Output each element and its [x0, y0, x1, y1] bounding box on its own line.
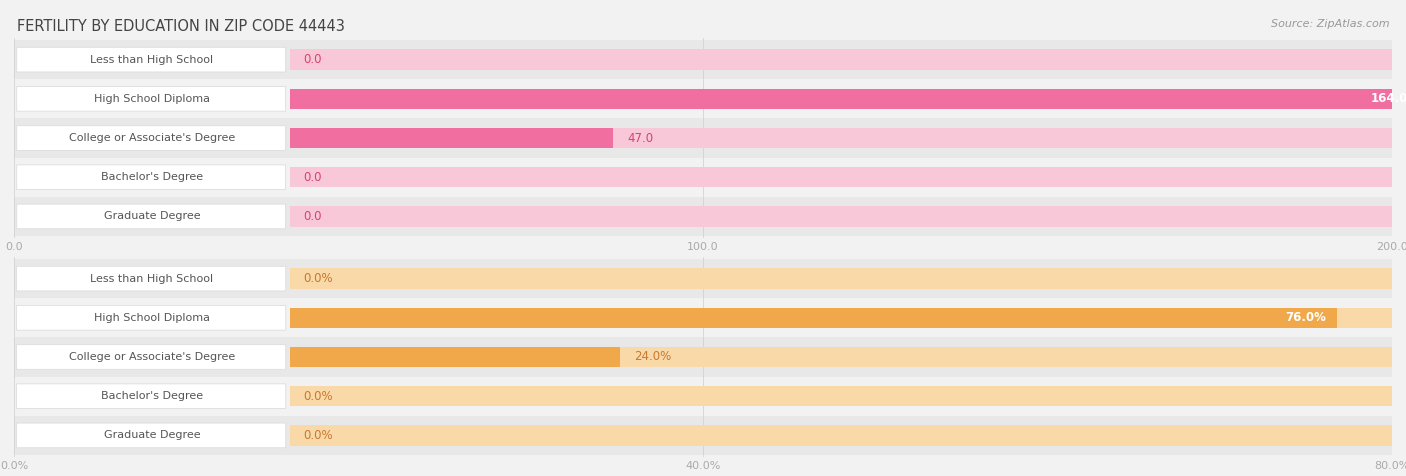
Text: High School Diploma: High School Diploma	[94, 94, 209, 104]
Bar	[290, 425, 1392, 446]
Text: College or Associate's Degree: College or Associate's Degree	[69, 133, 235, 143]
Bar	[290, 128, 1392, 148]
Text: 0.0%: 0.0%	[304, 390, 333, 403]
Text: Less than High School: Less than High School	[90, 55, 214, 65]
Bar	[0, 298, 1406, 337]
Text: FERTILITY BY EDUCATION IN ZIP CODE 44443: FERTILITY BY EDUCATION IN ZIP CODE 44443	[17, 19, 344, 34]
Text: Graduate Degree: Graduate Degree	[104, 430, 200, 440]
Bar	[0, 40, 1406, 79]
Bar	[290, 347, 1392, 367]
Bar	[290, 206, 1392, 227]
Bar	[290, 347, 620, 367]
Bar	[290, 307, 1392, 328]
Text: 0.0: 0.0	[304, 53, 322, 66]
Bar	[0, 79, 1406, 119]
Text: High School Diploma: High School Diploma	[94, 313, 209, 323]
Text: 0.0%: 0.0%	[304, 429, 333, 442]
Text: Less than High School: Less than High School	[90, 274, 214, 284]
Bar	[290, 167, 1392, 188]
FancyBboxPatch shape	[17, 384, 285, 408]
FancyBboxPatch shape	[17, 126, 285, 150]
Bar	[290, 386, 1392, 407]
FancyBboxPatch shape	[17, 165, 285, 189]
Bar	[0, 158, 1406, 197]
FancyBboxPatch shape	[17, 345, 285, 369]
Bar	[290, 50, 1392, 70]
Bar	[0, 259, 1406, 298]
Text: 0.0%: 0.0%	[304, 272, 333, 285]
FancyBboxPatch shape	[17, 87, 285, 111]
Bar	[0, 377, 1406, 416]
Bar	[0, 416, 1406, 455]
Text: Bachelor's Degree: Bachelor's Degree	[101, 391, 202, 401]
Text: 24.0%: 24.0%	[634, 350, 671, 364]
Bar	[290, 89, 1406, 109]
Text: Bachelor's Degree: Bachelor's Degree	[101, 172, 202, 182]
Text: 0.0: 0.0	[304, 210, 322, 223]
Text: Graduate Degree: Graduate Degree	[104, 211, 200, 221]
Text: Source: ZipAtlas.com: Source: ZipAtlas.com	[1271, 19, 1389, 29]
Bar	[290, 89, 1392, 109]
Bar	[290, 268, 1392, 289]
Text: 0.0: 0.0	[304, 171, 322, 184]
FancyBboxPatch shape	[17, 306, 285, 330]
FancyBboxPatch shape	[17, 266, 285, 291]
Text: 47.0: 47.0	[627, 131, 654, 145]
Bar	[0, 337, 1406, 377]
Bar	[290, 307, 1337, 328]
FancyBboxPatch shape	[17, 47, 285, 72]
Bar	[0, 197, 1406, 236]
Text: 76.0%: 76.0%	[1285, 311, 1326, 324]
Text: 164.0: 164.0	[1371, 92, 1406, 105]
FancyBboxPatch shape	[17, 204, 285, 229]
Bar	[290, 128, 613, 148]
FancyBboxPatch shape	[17, 423, 285, 448]
Bar	[0, 119, 1406, 158]
Text: College or Associate's Degree: College or Associate's Degree	[69, 352, 235, 362]
